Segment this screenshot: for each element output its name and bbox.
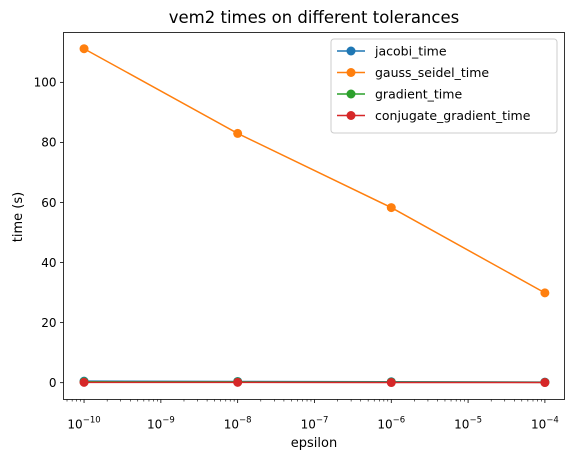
legend-item-conjugate_gradient_time: conjugate_gradient_time (337, 108, 531, 123)
legend-item-gauss_seidel_time: gauss_seidel_time (337, 65, 489, 80)
y-axis-label: time (s) (11, 192, 26, 242)
y-tick-label: 80 (41, 136, 56, 150)
data-point-conjugate_gradient_time-2 (386, 378, 396, 388)
series-gauss_seidel_time (79, 44, 550, 298)
data-point-gauss_seidel_time-3 (540, 288, 550, 298)
legend-label: gradient_time (375, 87, 462, 102)
x-tick-label: 10−10 (67, 416, 100, 432)
legend-item-gradient_time: gradient_time (337, 87, 462, 102)
legend-swatch-marker (346, 89, 356, 99)
series-layer (79, 44, 550, 388)
y-tick-label: 0 (49, 376, 57, 390)
x-tick-label: 10−8 (224, 416, 252, 432)
y-ticks: 0 20 40 60 80 100 (34, 76, 64, 390)
x-tick-label: 10−6 (377, 416, 405, 432)
x-axis-label: epsilon (291, 436, 337, 451)
legend-box (330, 38, 558, 134)
x-tick-label: 10−7 (301, 416, 329, 432)
x-tick-label: 10−4 (531, 416, 559, 432)
legend-label: jacobi_time (374, 44, 447, 59)
data-point-conjugate_gradient_time-0 (79, 377, 89, 387)
series-conjugate_gradient_time (79, 377, 550, 388)
data-point-gauss_seidel_time-0 (79, 44, 89, 54)
data-point-gauss_seidel_time-1 (233, 128, 243, 138)
x-tick-label: 10−5 (454, 416, 482, 432)
legend-swatch-marker (346, 68, 356, 77)
x-tick-label: 10−9 (147, 416, 175, 432)
x-ticks: 10−10 10−9 10−8 10−7 10−6 10−5 10−4 (66, 399, 559, 432)
legend: jacobi_time gauss_seidel_time gradient_tim… (330, 38, 558, 134)
legend-item-jacobi_time: jacobi_time (337, 44, 447, 59)
legend-swatch-marker (346, 46, 356, 56)
plot-frame (63, 32, 565, 400)
y-tick-label: 60 (41, 196, 56, 210)
legend-label: conjugate_gradient_time (375, 108, 531, 123)
series-line-gauss_seidel_time (83, 48, 546, 294)
y-tick-label: 100 (34, 76, 57, 90)
chart-title: vem2 times on different tolerances (169, 8, 459, 27)
y-tick-label: 20 (41, 316, 56, 330)
data-point-conjugate_gradient_time-3 (540, 378, 550, 388)
data-point-gauss_seidel_time-2 (386, 203, 396, 213)
y-tick-label: 40 (41, 256, 56, 270)
legend-swatch-marker (346, 111, 356, 120)
legend-label: gauss_seidel_time (375, 65, 489, 80)
data-point-conjugate_gradient_time-1 (233, 377, 243, 387)
